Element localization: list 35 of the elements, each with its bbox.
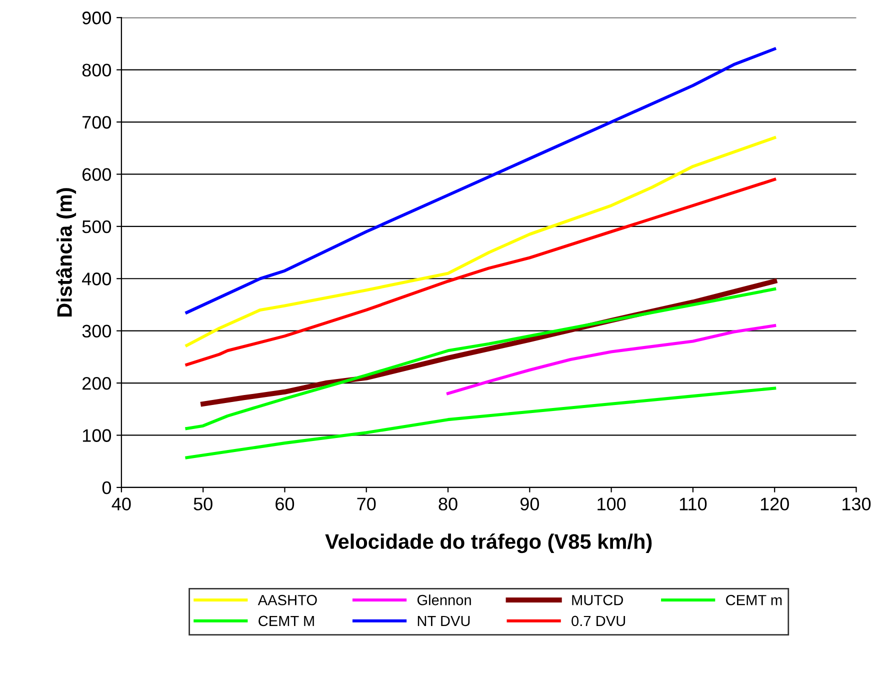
legend-label: MUTCD — [572, 594, 623, 606]
x-tick-label: 120 — [760, 498, 789, 510]
legend-label: AASHTO — [258, 594, 317, 606]
line-series — [446, 324, 776, 395]
x-tick-label: 130 — [842, 498, 871, 510]
y-tick-label: 800 — [82, 64, 112, 77]
y-tick-label: 300 — [82, 324, 112, 338]
line-series — [185, 386, 776, 460]
y-tick-label: 200 — [82, 376, 112, 390]
x-tick-label: 40 — [112, 498, 131, 510]
legend-label: CEMT M — [258, 616, 314, 626]
x-tick-label: 70 — [357, 498, 376, 510]
y-tick-label: 400 — [82, 272, 112, 286]
line-series — [185, 288, 776, 430]
line-series — [185, 178, 776, 366]
y-tick-label: 700 — [82, 116, 112, 129]
x-tick-label: 50 — [194, 498, 212, 510]
x-tick-label: 60 — [276, 498, 294, 510]
y-tick-label: 600 — [82, 168, 112, 181]
line-series — [185, 136, 776, 347]
x-axis-title: Velocidade do tráfego (V85 km/h) — [325, 533, 652, 554]
x-tick-label: 100 — [598, 498, 626, 510]
y-axis-title: Distância (m) — [56, 188, 76, 317]
x-tick-label: 80 — [438, 498, 458, 510]
legend-label: NT DVU — [418, 616, 470, 626]
y-tick-label: 900 — [82, 12, 112, 24]
y-tick-label: 500 — [82, 220, 112, 234]
y-tick-label: 0 — [102, 481, 112, 494]
legend-label: CEMT m — [726, 594, 782, 606]
legend-label: Glennon — [417, 594, 471, 606]
x-tick-label: 90 — [520, 498, 539, 510]
y-tick-label: 100 — [82, 429, 112, 442]
x-tick-label: 110 — [680, 498, 707, 510]
line-series — [185, 47, 776, 314]
legend-label: 0.7 DVU — [572, 616, 625, 626]
